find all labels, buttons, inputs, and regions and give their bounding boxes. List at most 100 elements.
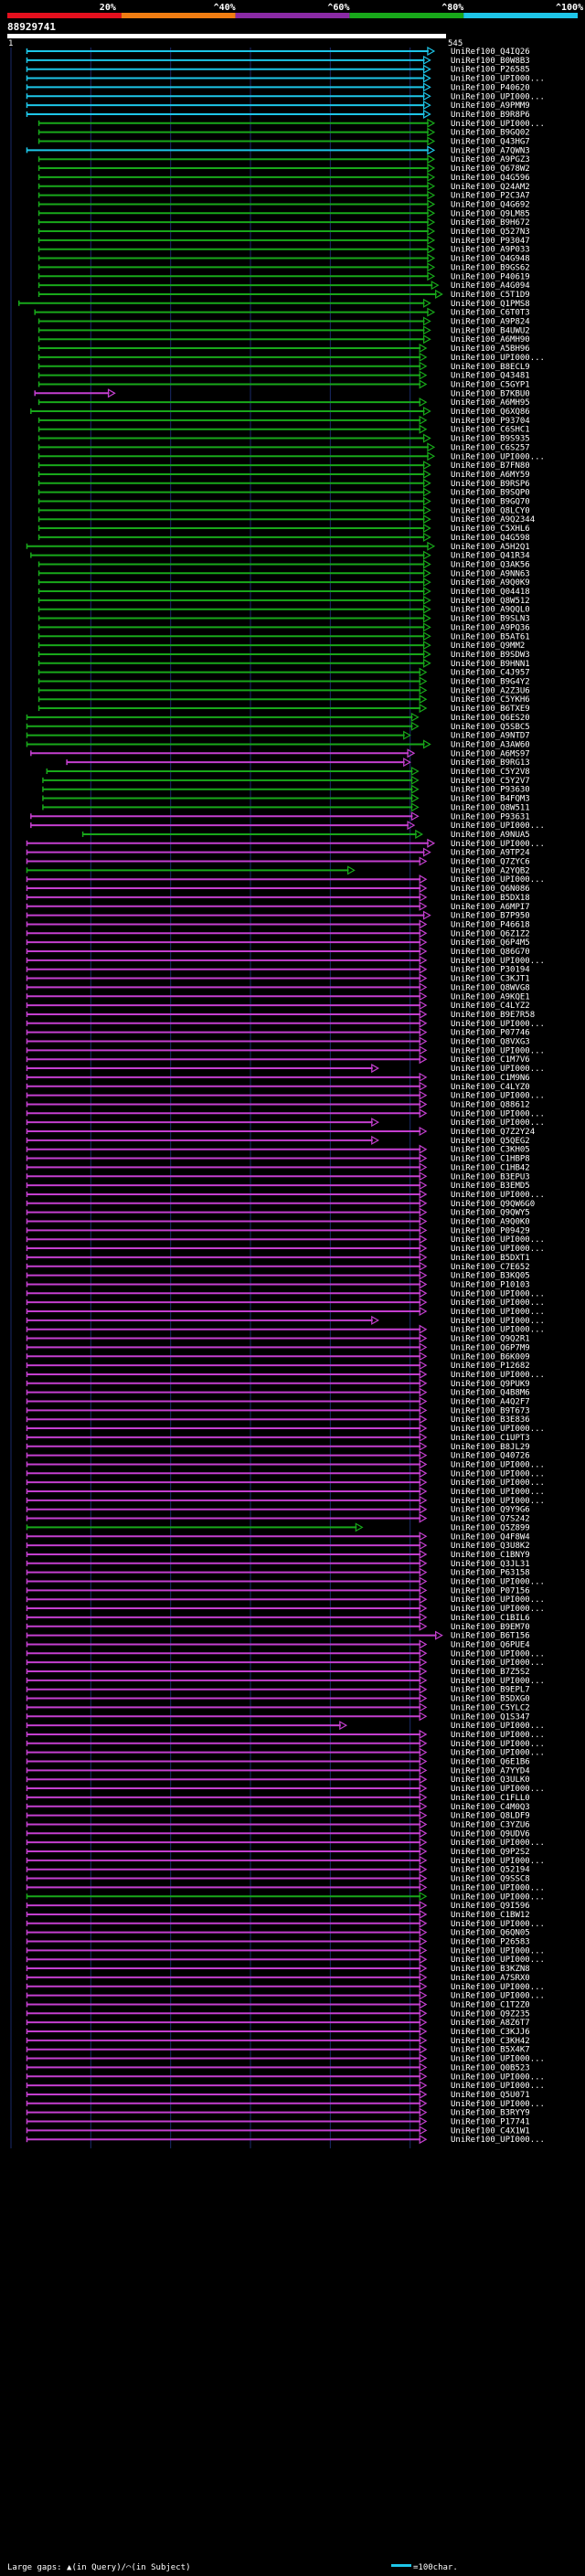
hit-label[interactable]: UniRef100_P93631 [451,812,530,822]
hit-label[interactable]: UniRef100_UPI000... [451,1731,545,1740]
hit-label[interactable]: UniRef100_P2C3A7 [451,192,530,201]
hit-label[interactable]: UniRef100_A9Q0K0 [451,1218,530,1227]
hit-label[interactable]: UniRef100_Q24AM2 [451,183,530,192]
hit-label[interactable]: UniRef100_Q4B8M6 [451,1389,530,1398]
hit-label[interactable]: UniRef100_Q7S242 [451,1515,530,1524]
hit-label[interactable]: UniRef100_B5DX18 [451,894,530,903]
hit-label[interactable]: UniRef100_Q4G598 [451,534,530,543]
hit-label[interactable]: UniRef100_UPI000... [451,1605,545,1614]
hit-label[interactable]: UniRef100_Q43HG7 [451,138,530,147]
hit-label[interactable]: UniRef100_Q0B523 [451,2063,530,2072]
hit-label[interactable]: UniRef100_C1HB42 [451,1163,530,1172]
hit-label[interactable]: UniRef100_P30194 [451,966,530,975]
hit-label[interactable]: UniRef100_A2Z3U6 [451,686,530,695]
hit-label[interactable]: UniRef100_Q52194 [451,1866,530,1875]
hit-label[interactable]: UniRef100_A7QWN3 [451,146,530,155]
hit-label[interactable]: UniRef100_UPI000... [451,1883,545,1892]
hit-label[interactable]: UniRef100_B9SLN3 [451,615,530,624]
hit-label[interactable]: UniRef100_UPI000... [451,957,545,966]
hit-label[interactable]: UniRef100_Q9Q2R1 [451,1335,530,1344]
hit-label[interactable]: UniRef100_UPI000... [451,1020,545,1029]
hit-label[interactable]: UniRef100_B4FQM3 [451,795,530,804]
hit-label[interactable]: UniRef100_Q8W511 [451,803,530,812]
hit-label[interactable]: UniRef100_Q04418 [451,588,530,597]
hit-label[interactable]: UniRef100_C6T0T3 [451,309,530,318]
hit-label[interactable]: UniRef100_UPI000... [451,1983,545,1992]
hit-label[interactable]: UniRef100_P12682 [451,1362,530,1371]
hit-label[interactable]: UniRef100_UPI000... [451,354,545,363]
hit-label[interactable]: UniRef100_Q8VXG3 [451,1038,530,1047]
hit-label[interactable]: UniRef100_A7YYD4 [451,1766,530,1776]
hit-label[interactable]: UniRef100_C3KH42 [451,2037,530,2046]
hit-label[interactable]: UniRef100_Q9I596 [451,1902,530,1911]
hit-label[interactable]: UniRef100_Q6PUE4 [451,1640,530,1649]
hit-label[interactable]: UniRef100_B7FN80 [451,461,530,471]
hit-label[interactable]: UniRef100_Q3AK56 [451,560,530,569]
hit-label[interactable]: UniRef100_Q6ES20 [451,714,530,723]
hit-label[interactable]: UniRef100_B9E7R58 [451,1011,535,1020]
hit-label[interactable]: UniRef100_UPI000... [451,1595,545,1605]
hit-label[interactable]: UniRef100_C4X1W1 [451,2126,530,2136]
hit-label[interactable]: UniRef100_A9P033 [451,246,530,255]
hit-label[interactable]: UniRef100_P17741 [451,2118,530,2127]
hit-label[interactable]: UniRef100_A9PMM9 [451,101,530,111]
hit-label[interactable]: UniRef100_Q3JL31 [451,1560,530,1569]
hit-label[interactable]: UniRef100_A9TP24 [451,849,530,858]
hit-label[interactable]: UniRef100_Q4IQ26 [451,48,530,57]
hit-label[interactable]: UniRef100_Q7ZYC6 [451,858,530,867]
hit-label[interactable]: UniRef100_UPI000... [451,1308,545,1317]
hit-label[interactable]: UniRef100_Q8LCY0 [451,506,530,515]
hit-label[interactable]: UniRef100_Q3U8K2 [451,1542,530,1551]
hit-label[interactable]: UniRef100_UPI000... [451,1649,545,1659]
hit-label[interactable]: UniRef100_C1FLL0 [451,1794,530,1803]
hit-label[interactable]: UniRef100_Q41R34 [451,552,530,561]
hit-label[interactable]: UniRef100_A6MH95 [451,398,530,408]
hit-label[interactable]: UniRef100_P09429 [451,1226,530,1235]
hit-label[interactable]: UniRef100_C1BIL6 [451,1614,530,1623]
hit-label[interactable]: UniRef100_UPI000... [451,1371,545,1380]
hit-label[interactable]: UniRef100_A5BH96 [451,345,530,354]
hit-label[interactable]: UniRef100_UPI000... [451,1479,545,1488]
hit-label[interactable]: UniRef100_UPI000... [451,1118,545,1128]
hit-label[interactable]: UniRef100_Q9MM2 [451,641,525,651]
hit-label[interactable]: UniRef100_B9S935 [451,435,530,444]
hit-label[interactable]: UniRef100_A5H2Q1 [451,543,530,552]
hit-label[interactable]: UniRef100_UPI000... [451,1460,545,1469]
hit-label[interactable]: UniRef100_Q7Z2Y24 [451,1128,535,1137]
hit-label[interactable]: UniRef100_A2YQB2 [451,866,530,875]
hit-label[interactable]: UniRef100_UPI000... [451,75,545,84]
hit-label[interactable]: UniRef100_UPI000... [451,2136,545,2145]
hit-label[interactable]: UniRef100_Q9PUK9 [451,1380,530,1389]
hit-label[interactable]: UniRef100_B7Z5S2 [451,1668,530,1677]
hit-label[interactable]: UniRef100_Q3ULK0 [451,1776,530,1785]
hit-label[interactable]: UniRef100_Q9Y9G6 [451,1506,530,1515]
hit-label[interactable]: UniRef100_C5XHL6 [451,525,530,534]
hit-label[interactable]: UniRef100_UPI000... [451,120,545,129]
hit-label[interactable]: UniRef100_C5YKH6 [451,695,530,705]
hit-label[interactable]: UniRef100_C4LYZ2 [451,1002,530,1011]
hit-label[interactable]: UniRef100_Q6P7M9 [451,1343,530,1352]
hit-label[interactable]: UniRef100_UPI000... [451,1065,545,1074]
hit-label[interactable]: UniRef100_C1M9N6 [451,1074,530,1083]
hit-label[interactable]: UniRef100_UPI000... [451,1659,545,1668]
hit-label[interactable]: UniRef100_B9SDW3 [451,651,530,660]
hit-label[interactable]: UniRef100_Q8W512 [451,597,530,606]
hit-label[interactable]: UniRef100_Q4G692 [451,200,530,209]
hit-label[interactable]: UniRef100_UPI000... [451,1092,545,1101]
hit-label[interactable]: UniRef100_UPI000... [451,1488,545,1497]
hit-label[interactable]: UniRef100_UPI000... [451,1299,545,1308]
hit-label[interactable]: UniRef100_Q1PMS8 [451,300,530,309]
hit-label[interactable]: UniRef100_Q88612 [451,1100,530,1109]
hit-label[interactable]: UniRef100_UPI000... [451,1946,545,1956]
hit-label[interactable]: UniRef100_A9PGZ3 [451,155,530,164]
hit-label[interactable]: UniRef100_C5GYP1 [451,380,530,389]
hit-label[interactable]: UniRef100_UPI000... [451,1677,545,1686]
hit-label[interactable]: UniRef100_Q9UDV6 [451,1829,530,1839]
hit-label[interactable]: UniRef100_C1T2Z0 [451,2000,530,2009]
hit-label[interactable]: UniRef100_UPI000... [451,1046,545,1055]
hit-label[interactable]: UniRef100_C3KJJ6 [451,2028,530,2037]
hit-label[interactable]: UniRef100_P07746 [451,1029,530,1038]
hit-label[interactable]: UniRef100_C5Y2V8 [451,768,530,777]
hit-label[interactable]: UniRef100_Q5U071 [451,2091,530,2100]
hit-label[interactable]: UniRef100_UPI000... [451,1469,545,1479]
